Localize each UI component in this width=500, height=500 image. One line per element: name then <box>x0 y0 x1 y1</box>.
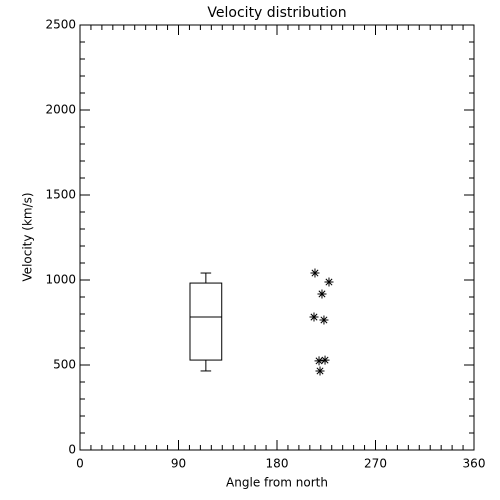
scatter-point <box>314 356 324 366</box>
x-tick-label: 270 <box>364 457 387 471</box>
x-tick-label: 180 <box>266 457 289 471</box>
y-tick-label: 2000 <box>45 103 76 117</box>
scatter-point <box>319 315 329 325</box>
plot-frame <box>79 24 475 451</box>
scatter-point <box>324 277 334 287</box>
x-tick-label: 360 <box>463 457 486 471</box>
scatter-point <box>309 312 319 322</box>
scatter-point <box>315 366 325 376</box>
x-tick-label: 90 <box>171 457 186 471</box>
y-tick-label: 2500 <box>45 18 76 32</box>
y-tick-label: 1500 <box>45 188 76 202</box>
y-tick-label: 0 <box>68 443 76 457</box>
box-body <box>189 282 223 361</box>
scatter-point <box>317 289 327 299</box>
y-axis-label: Velocity (km/s) <box>21 192 35 281</box>
chart-title: Velocity distribution <box>207 5 346 21</box>
x-tick-label: 0 <box>76 457 84 471</box>
scatter-point <box>320 355 330 365</box>
y-tick-label: 1000 <box>45 273 76 287</box>
scatter-point <box>310 268 320 278</box>
y-tick-label: 500 <box>53 358 76 372</box>
x-axis-label: Angle from north <box>226 476 328 490</box>
